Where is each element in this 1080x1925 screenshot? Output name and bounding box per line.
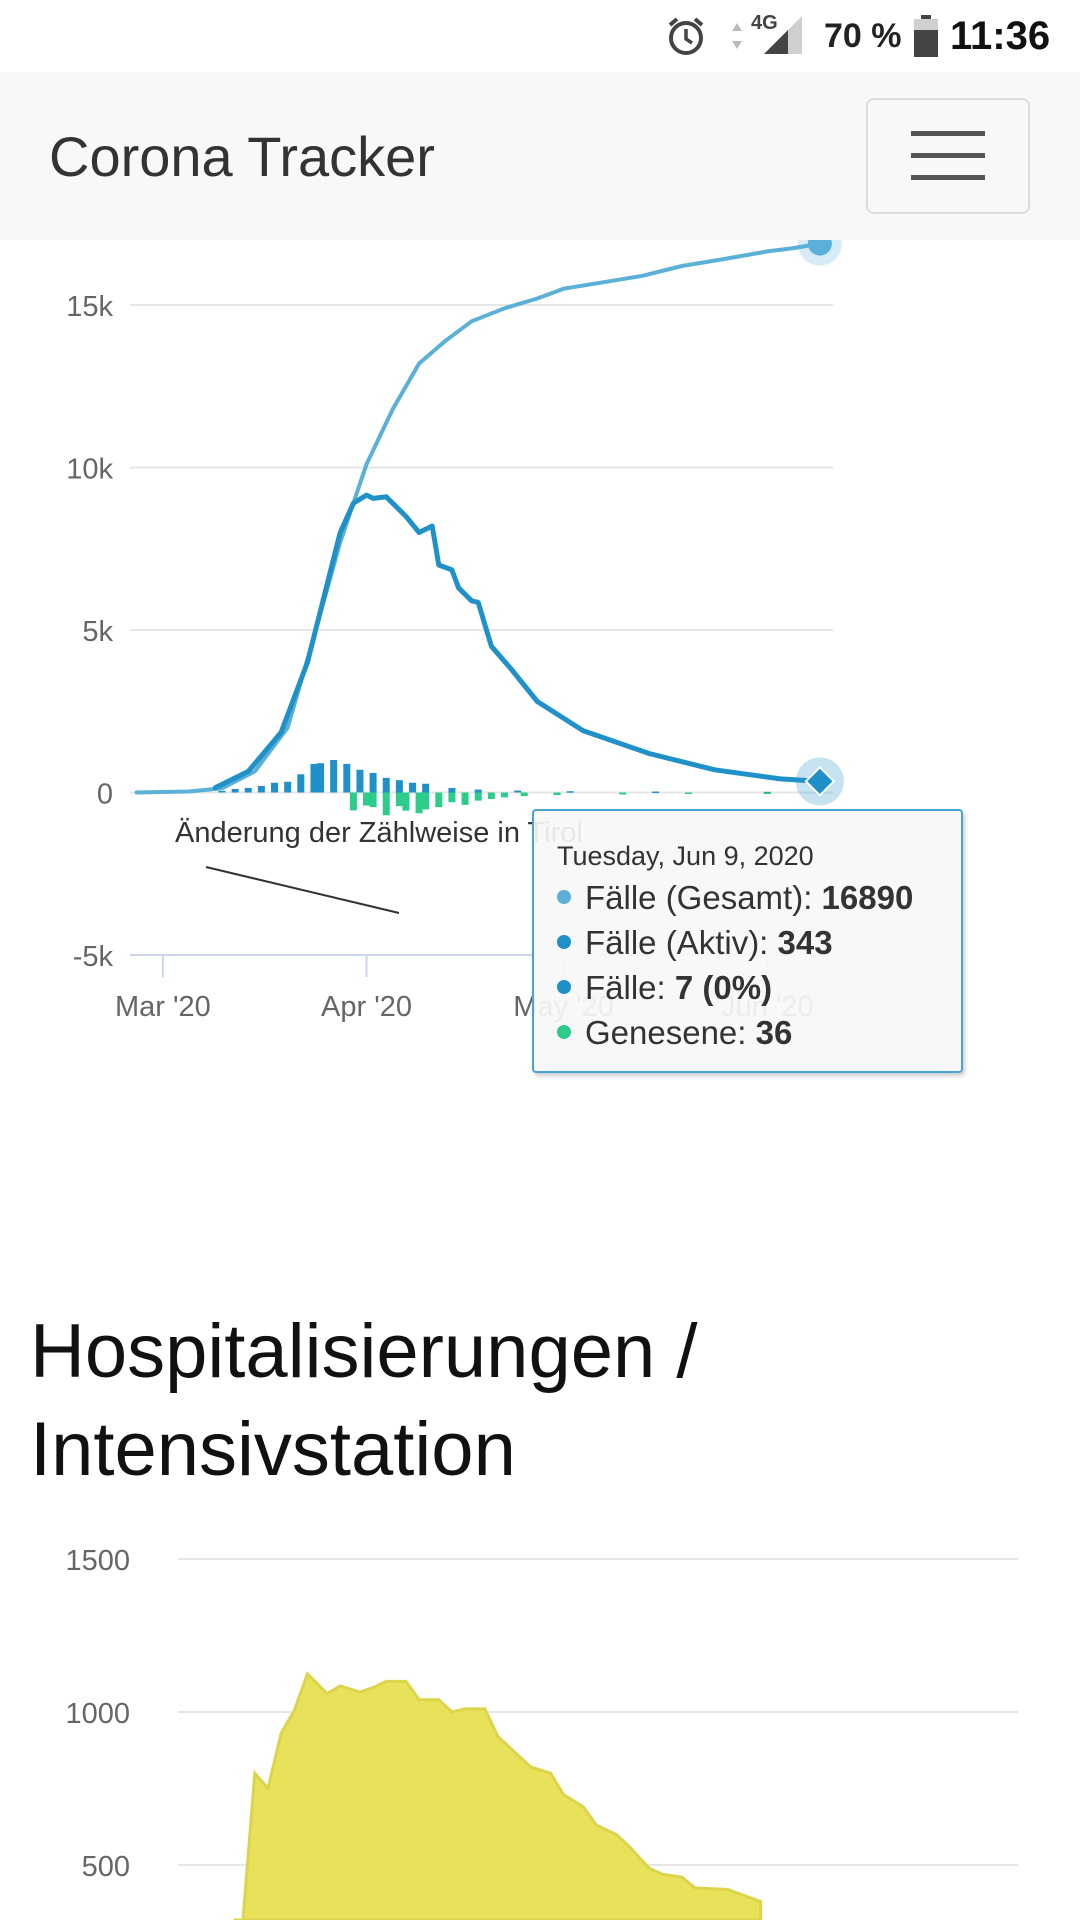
section-heading-hospital: Hospitalisierungen / Intensivstation	[30, 1309, 698, 1492]
bar	[382, 777, 390, 793]
clock: 11:36	[950, 13, 1051, 58]
bar	[514, 790, 522, 793]
bar	[231, 788, 239, 793]
bar	[297, 774, 305, 793]
annotation-connector	[205, 866, 400, 914]
bar	[369, 773, 377, 793]
point-marker	[804, 765, 836, 797]
bar	[284, 781, 292, 793]
battery-icon	[912, 0, 940, 72]
bar	[422, 783, 430, 793]
series-line-active	[212, 492, 823, 791]
tooltip-value: 16890	[821, 879, 914, 916]
bar	[652, 791, 660, 794]
bar	[619, 792, 627, 795]
bar	[317, 763, 325, 793]
bar	[474, 789, 482, 793]
series-dot-icon	[557, 980, 571, 995]
series-dot-icon	[557, 1025, 571, 1040]
x-tick-label: Mar '20	[115, 991, 211, 1023]
tooltip-row-total: Fälle (Gesamt): 16890	[557, 879, 913, 917]
hamburger-icon	[911, 131, 985, 180]
bar	[487, 792, 495, 799]
bar	[448, 792, 456, 803]
y-tick-label: -5k	[73, 941, 114, 973]
tooltip-label: Fälle (Aktiv):	[585, 924, 778, 961]
bar	[271, 782, 279, 793]
x-tick-label: Apr '20	[321, 991, 412, 1023]
tooltip-date: Tuesday, Jun 9, 2020	[557, 841, 814, 871]
bar	[763, 792, 771, 794]
tooltip-row-active: Fälle (Aktiv): 343	[557, 924, 833, 962]
bar	[409, 782, 417, 793]
tooltip-label: Genesene:	[585, 1014, 756, 1051]
bar	[500, 792, 508, 798]
tooltip-value: 343	[777, 924, 833, 961]
bar	[310, 763, 318, 793]
menu-toggle-button[interactable]	[866, 98, 1030, 214]
battery-percent: 70 %	[824, 16, 902, 55]
series-dot-icon	[557, 935, 571, 950]
data-arrows-icon	[730, 0, 744, 72]
hospital-area	[233, 1671, 763, 1925]
network-type-label: 4G	[751, 12, 778, 34]
tooltip-label: Fälle (Gesamt):	[585, 879, 822, 916]
y-tick-label: 1500	[65, 1545, 130, 1577]
brand-title[interactable]: Corona Tracker	[49, 124, 435, 188]
bar	[435, 792, 443, 808]
bar	[356, 769, 364, 793]
bar	[461, 792, 469, 805]
tooltip-value: 7 (0%)	[674, 969, 773, 1006]
bar	[369, 792, 377, 808]
y-tick-label: 15k	[66, 291, 113, 323]
bar	[218, 790, 226, 793]
bar	[330, 760, 338, 793]
chart-tooltip: Tuesday, Jun 9, 2020 Fälle (Gesamt): 168…	[532, 809, 963, 1073]
point-marker	[807, 240, 832, 256]
bar	[257, 786, 265, 793]
tooltip-label: Fälle:	[585, 969, 675, 1006]
bar	[395, 792, 403, 807]
bar	[566, 791, 574, 793]
alarm-icon	[664, 0, 708, 72]
bar	[382, 792, 390, 816]
tooltip-row-new: Fälle: 7 (0%)	[557, 969, 772, 1007]
y-tick-label: 500	[82, 1851, 130, 1883]
y-tick-label: 10k	[66, 454, 113, 486]
y-tick-label: 0	[97, 779, 113, 811]
bar	[349, 792, 357, 811]
bar	[402, 792, 410, 811]
bar	[684, 792, 692, 794]
bar	[244, 787, 252, 793]
y-tick-label: 5k	[82, 616, 113, 648]
status-bar: 4G 70 % 11:36	[0, 0, 1080, 72]
hospital-chart: 1500 1000 500	[0, 1520, 1080, 1925]
navbar: Corona Tracker	[0, 72, 1080, 240]
bar	[363, 792, 371, 806]
bar	[395, 780, 403, 793]
hospital-chart-svg: 1500 1000 500	[65, 1545, 1018, 1925]
annotation-label: Änderung der Zählweise in Tirol	[175, 817, 583, 849]
series-dot-icon	[557, 890, 571, 905]
bar	[343, 763, 351, 793]
signal-icon	[760, 0, 806, 72]
bar	[448, 787, 456, 793]
bar	[520, 792, 528, 797]
bar	[415, 792, 423, 814]
y-tick-label: 1000	[65, 1698, 130, 1730]
tooltip-value: 36	[755, 1014, 793, 1051]
tooltip-row-recovered: Genesene: 36	[557, 1014, 792, 1052]
bar	[474, 792, 482, 801]
bar	[422, 792, 430, 810]
bar	[553, 792, 561, 796]
series-line-total	[134, 241, 822, 795]
